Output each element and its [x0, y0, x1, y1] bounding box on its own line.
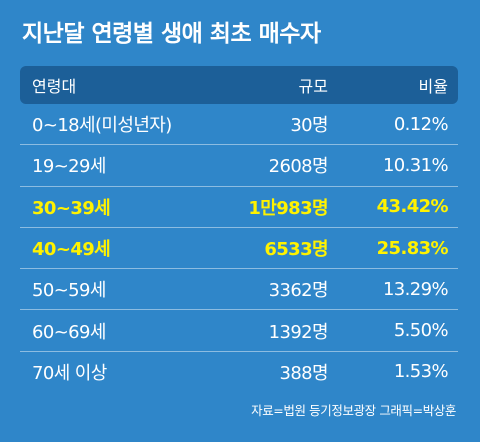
data-table: 연령대 규모 비율 0~18세(미성년자) 30명 0.12% 19~29세 2608명… [20, 66, 458, 392]
count-cell: 30명 [290, 115, 328, 137]
source-credit: 자료=법원 등기정보광장 그래픽=박상훈 [251, 403, 456, 418]
table-row: 0~18세(미성년자) 30명 0.12% [20, 104, 458, 146]
header-ratio: 비율 [418, 77, 448, 96]
count-cell: 2608명 [268, 156, 329, 178]
table-row: 30~39세 1만983명 43.42% [20, 187, 458, 228]
count-cell: 6533명 [264, 239, 328, 261]
age-cell: 50~59세 [32, 280, 106, 302]
header-count: 규모 [298, 77, 328, 96]
table-body: 0~18세(미성년자) 30명 0.12% 19~29세 2608명 10.31% 30~3… [20, 104, 458, 392]
age-cell: 0~18세(미성년자) [32, 115, 172, 137]
count-cell: 1만983명 [248, 197, 328, 219]
age-cell: 30~39세 [32, 197, 111, 219]
table-row: 50~59세 3362명 13.29% [20, 269, 458, 311]
age-cell: 70세 이상 [32, 362, 107, 384]
count-cell: 388명 [279, 362, 328, 384]
count-cell: 3362명 [268, 280, 329, 302]
table-row: 19~29세 2608명 10.31% [20, 145, 458, 187]
ratio-cell: 1.53% [393, 361, 449, 383]
ratio-cell: 5.50% [393, 320, 449, 342]
age-cell: 60~69세 [32, 321, 106, 343]
table-row: 60~69세 1392명 5.50% [20, 310, 458, 352]
table-row: 40~49세 6533명 25.83% [20, 228, 458, 270]
count-cell: 1392명 [268, 321, 329, 343]
header-age: 연령대 [32, 77, 77, 96]
chart-title: 지난달 연령별 생애 최초 매수자 [22, 21, 321, 47]
age-cell: 19~29세 [32, 156, 106, 178]
ratio-cell: 43.42% [376, 196, 449, 218]
ratio-cell: 25.83% [376, 237, 449, 259]
ratio-cell: 13.29% [382, 278, 449, 300]
ratio-cell: 0.12% [393, 113, 449, 135]
age-cell: 40~49세 [32, 239, 111, 261]
ratio-cell: 10.31% [382, 154, 449, 176]
table-header: 연령대 규모 비율 [20, 66, 458, 104]
table-row: 70세 이상 388명 1.53% [20, 352, 458, 392]
